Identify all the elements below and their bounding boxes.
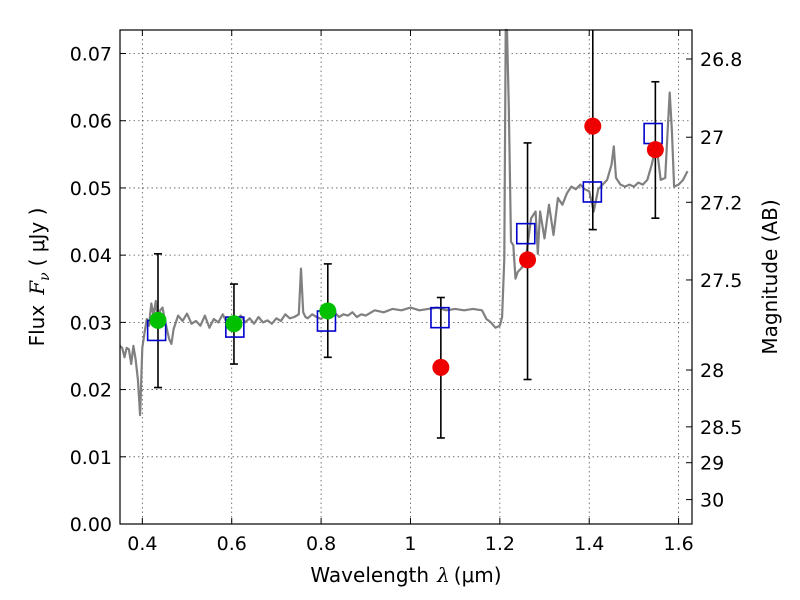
y-tick-label: 0.05 [70, 178, 112, 200]
x-tick-label: 1.4 [574, 533, 604, 555]
measurement-series [149, 117, 664, 376]
errorbar-series [153, 30, 660, 439]
x-axis-title: Wavelength λ (μm) [310, 563, 501, 587]
detection-point [225, 315, 243, 333]
low-signal-point [519, 251, 537, 269]
y-tick-label: 0.03 [70, 312, 112, 334]
detection-point [149, 311, 167, 329]
model-box-series [146, 122, 663, 342]
right-axis-title: Magnitude (AB) [758, 199, 782, 354]
y-axis-title: FluxFν( μJy ) [25, 208, 53, 347]
mag-tick-label: 29 [700, 453, 724, 475]
plot-frame [119, 29, 693, 525]
model-box [643, 122, 663, 145]
x-tick-label: 1 [404, 533, 416, 555]
grid [120, 30, 692, 524]
model-box [515, 222, 536, 245]
model-box [430, 306, 450, 329]
low-signal-point [432, 358, 450, 376]
mag-tick-label: 27.5 [700, 270, 742, 292]
y-tick-label: 0.06 [70, 111, 112, 133]
y-tick-label: 0.00 [70, 514, 112, 536]
mag-tick-label: 26.8 [700, 49, 742, 71]
y-tick-label: 0.07 [70, 44, 112, 66]
mag-tick-label: 27.2 [700, 192, 742, 214]
mag-tick-label: 30 [700, 490, 724, 512]
mag-tick-label: 28.5 [700, 417, 742, 439]
y-tick-label: 0.04 [70, 245, 112, 267]
detection-point [319, 302, 337, 320]
model-box [582, 181, 603, 203]
mag-tick-label: 28 [700, 360, 724, 382]
low-signal-point [584, 117, 602, 135]
y-tick-label: 0.01 [70, 447, 112, 469]
x-tick-label: 1.6 [663, 533, 693, 555]
y-tick-label: 0.02 [70, 380, 112, 402]
low-signal-point [646, 141, 664, 159]
x-tick-label: 0.4 [127, 533, 157, 555]
mag-tick-label: 27 [700, 127, 724, 149]
spectrum-series [119, 28, 689, 417]
x-tick-label: 0.8 [306, 533, 336, 555]
spectrum-line [119, 28, 689, 417]
x-tick-label: 0.6 [217, 533, 247, 555]
x-tick-label: 1.2 [485, 533, 515, 555]
axis-ticks: 0.4 0.6 0.8 1 1.2 1.4 1.6 0.00 0.01 0.02 0.03 0.04 0… [70, 30, 742, 555]
